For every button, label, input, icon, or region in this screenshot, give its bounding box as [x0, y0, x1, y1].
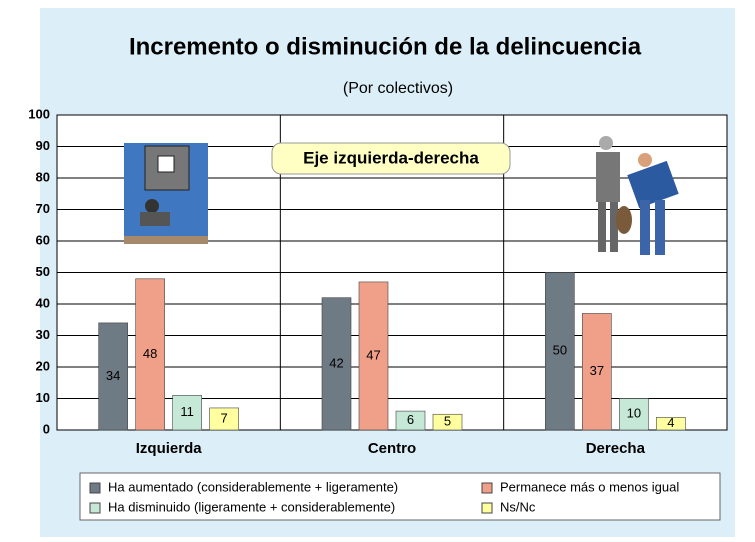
- data-label: 10: [627, 406, 641, 421]
- chart-title: Incremento o disminución de la delincuen…: [129, 33, 642, 60]
- x-tick-label: Centro: [368, 440, 416, 457]
- y-tick-label: 0: [43, 421, 50, 436]
- data-label: 34: [106, 368, 120, 383]
- data-label: 37: [590, 363, 604, 378]
- y-tick-label: 20: [36, 358, 50, 373]
- illustration-left: [124, 143, 208, 244]
- y-tick-label: 80: [36, 169, 50, 184]
- legend-marker: [482, 503, 492, 513]
- legend-label: Ha aumentado (considerablemente + ligera…: [108, 479, 398, 494]
- legend-marker: [90, 503, 100, 513]
- annotation-text: Eje izquierda-derecha: [303, 148, 479, 167]
- chart-subtitle: (Por colectivos): [343, 80, 453, 97]
- y-tick-label: 100: [28, 106, 50, 121]
- y-tick-label: 30: [36, 327, 50, 342]
- legend-marker: [482, 483, 492, 493]
- data-label: 11: [180, 404, 194, 419]
- x-tick-label: Izquierda: [136, 440, 203, 457]
- annotation: Eje izquierda-derecha: [272, 143, 510, 174]
- data-label: 6: [407, 412, 414, 427]
- data-label: 47: [366, 347, 380, 362]
- data-label: 5: [444, 414, 451, 429]
- data-label: 48: [143, 346, 157, 361]
- x-tick-label: Derecha: [586, 440, 646, 457]
- data-label: 4: [667, 415, 674, 430]
- data-label: 42: [329, 355, 343, 370]
- y-tick-label: 90: [36, 138, 50, 153]
- data-label: 50: [553, 343, 567, 358]
- y-tick-label: 60: [36, 232, 50, 247]
- legend-label: Permanece más o menos igual: [500, 479, 679, 494]
- y-tick-label: 10: [36, 390, 50, 405]
- legend-label: Ha disminuido (ligeramente + considerabl…: [108, 499, 395, 514]
- legend-marker: [90, 483, 100, 493]
- y-tick-label: 70: [36, 201, 50, 216]
- chart: Incremento o disminución de la delincuen…: [0, 0, 755, 537]
- y-tick-label: 50: [36, 264, 50, 279]
- y-tick-label: 40: [36, 295, 50, 310]
- legend-label: Ns/Nc: [500, 499, 536, 514]
- data-label: 7: [221, 410, 228, 425]
